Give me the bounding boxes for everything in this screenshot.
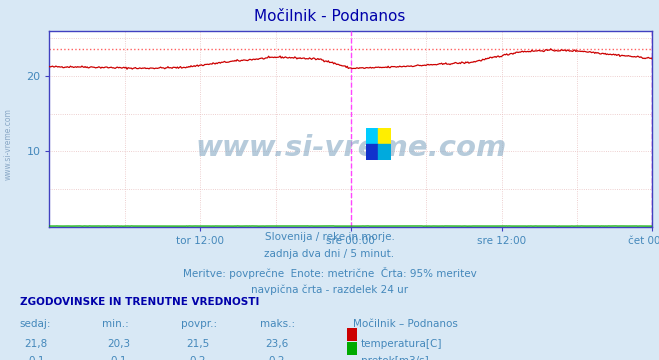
Text: 21,8: 21,8: [24, 339, 48, 349]
Text: pretok[m3/s]: pretok[m3/s]: [361, 356, 429, 360]
Text: ZGODOVINSKE IN TRENUTNE VREDNOSTI: ZGODOVINSKE IN TRENUTNE VREDNOSTI: [20, 297, 259, 307]
Text: 0,1: 0,1: [28, 356, 45, 360]
Bar: [366, 144, 378, 160]
Text: 21,5: 21,5: [186, 339, 210, 349]
Text: min.:: min.:: [102, 319, 129, 329]
Text: 0,2: 0,2: [189, 356, 206, 360]
Bar: [366, 128, 378, 144]
Text: sedaj:: sedaj:: [20, 319, 51, 329]
Text: Slovenija / reke in morje.: Slovenija / reke in morje.: [264, 232, 395, 242]
Bar: [378, 144, 391, 160]
Text: navpična črta - razdelek 24 ur: navpična črta - razdelek 24 ur: [251, 284, 408, 294]
Text: povpr.:: povpr.:: [181, 319, 217, 329]
Bar: [378, 128, 391, 144]
Text: Meritve: povprečne  Enote: metrične  Črta: 95% meritev: Meritve: povprečne Enote: metrične Črta:…: [183, 267, 476, 279]
Text: 0,2: 0,2: [268, 356, 285, 360]
Text: 23,6: 23,6: [265, 339, 289, 349]
Text: temperatura[C]: temperatura[C]: [361, 339, 443, 349]
Text: 20,3: 20,3: [107, 339, 130, 349]
Text: zadnja dva dni / 5 minut.: zadnja dva dni / 5 minut.: [264, 249, 395, 260]
Text: maks.:: maks.:: [260, 319, 295, 329]
Text: www.si-vreme.com: www.si-vreme.com: [195, 134, 507, 162]
Text: Močilnik – Podnanos: Močilnik – Podnanos: [353, 319, 457, 329]
Text: 0,1: 0,1: [110, 356, 127, 360]
Text: www.si-vreme.com: www.si-vreme.com: [3, 108, 13, 180]
Text: Močilnik - Podnanos: Močilnik - Podnanos: [254, 9, 405, 24]
